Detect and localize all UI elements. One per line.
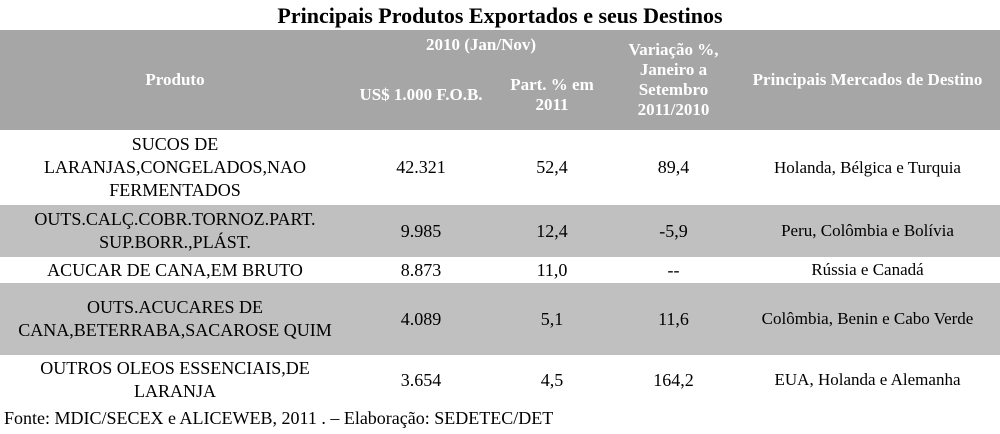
cell-product: ACUCAR DE CANA,EM BRUTO [47, 259, 303, 280]
cell-markets: Colômbia, Benin e Cabo Verde [735, 283, 1000, 355]
cell-product: OUTROS OLEOS ESSENCIAIS,DE LARANJA [40, 358, 310, 401]
cell-product: OUTS.ACUCARES DE CANA,BETERRABA,SACAROSE… [0, 283, 350, 355]
cell-variation: 11,6 [612, 283, 735, 355]
table-row: SUCOS DE LARANJAS,CONGELADOS,NAO FERMENT… [0, 130, 1000, 205]
header-period: 2010 (Jan/Nov) [350, 30, 612, 60]
cell-part: 52,4 [536, 157, 568, 177]
cell-product: OUTS.CALÇ.COBR.TORNOZ.PART. SUP.BORR.,PL… [0, 205, 350, 257]
table-row: OUTS.CALÇ.COBR.TORNOZ.PART. SUP.BORR.,PL… [0, 205, 1000, 257]
header-usd: US$ 1.000 F.O.B. [350, 60, 492, 130]
cell-part: 11,0 [536, 259, 568, 280]
cell-product: SUCOS DE LARANJAS,CONGELADOS,NAO FERMENT… [43, 134, 306, 200]
cell-part: 5,1 [492, 283, 612, 355]
header-product: Produto [0, 30, 350, 130]
cell-markets: Peru, Colômbia e Bolívia [735, 205, 1000, 257]
table-row: OUTROS OLEOS ESSENCIAIS,DE LARANJA 3.654 4… [0, 355, 1000, 405]
cell-usd: 8.873 [400, 259, 442, 280]
table-body: SUCOS DE LARANJAS,CONGELADOS,NAO FERMENT… [0, 130, 1000, 405]
cell-variation: -- [667, 259, 680, 280]
cell-variation: -5,9 [612, 205, 735, 257]
cell-markets: Rússia e Canadá [811, 260, 924, 279]
table-row: OUTS.ACUCARES DE CANA,BETERRABA,SACAROSE… [0, 283, 1000, 355]
table-row: ACUCAR DE CANA,EM BRUTO 8.873 11,0 -- Rússia… [0, 257, 1000, 283]
header-part: Part. % em 2011 [492, 60, 612, 130]
cell-usd: 9.985 [350, 205, 492, 257]
cell-part: 4,5 [540, 369, 564, 390]
cell-markets: EUA, Holanda e Alemanha [774, 370, 961, 389]
export-table: Produto 2010 (Jan/Nov) Variação %, Janei… [0, 30, 1000, 405]
cell-markets: Holanda, Bélgica e Turquia [774, 157, 961, 177]
header-markets: Principais Mercados de Destino [735, 30, 1000, 130]
footer: Fonte: MDIC/SECEX e ALICEWEB, 2011 . – E… [4, 408, 554, 428]
cell-usd: 4.089 [350, 283, 492, 355]
cell-variation: 89,4 [657, 157, 690, 177]
cell-usd: 42.321 [396, 157, 446, 177]
cell-variation: 164,2 [653, 369, 694, 390]
header-variation: Variação %, Janeiro a Setembro 2011/2010 [612, 30, 735, 130]
cell-part: 12,4 [492, 205, 612, 257]
table-title: Principais Produtos Exportados e seus De… [277, 3, 723, 28]
cell-usd: 3.654 [400, 369, 442, 390]
